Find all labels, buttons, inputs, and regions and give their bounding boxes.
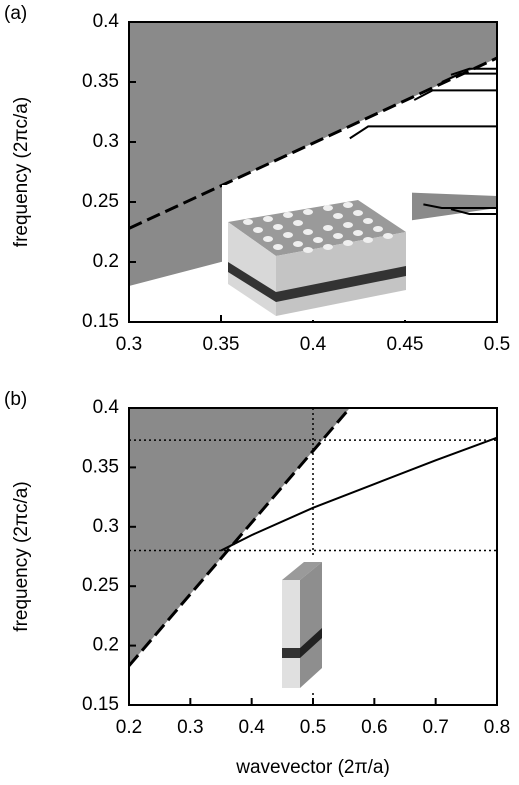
series-line (450, 208, 497, 215)
y-tick-label: 0.4 (93, 397, 120, 418)
x-tick-label: 0.7 (422, 717, 448, 738)
holes (243, 202, 393, 253)
y-tick-label: 0.15 (82, 694, 119, 715)
series-line (423, 203, 497, 209)
waveguide-front (282, 580, 300, 688)
x-axis-label: wavevector (2π/a) (235, 757, 390, 778)
y-tick-label: 0.15 (82, 311, 119, 332)
y-tick-label: 0.2 (93, 635, 119, 656)
panel-label: (a) (4, 3, 27, 24)
region (129, 22, 497, 229)
waveguide-inset (276, 556, 328, 690)
x-tick-label: 0.3 (177, 717, 203, 738)
panel-label: (b) (4, 389, 27, 410)
waveguide-top (282, 562, 322, 580)
series-line (349, 125, 497, 140)
waveguide-core-side (300, 628, 322, 658)
x-tick-label: 0.45 (387, 334, 424, 355)
x-tick-label: 0.5 (484, 334, 510, 355)
waveguide-core (282, 648, 300, 658)
y-axis-label: frequency (2πc/a) (11, 481, 32, 631)
y-tick-label: 0.3 (93, 516, 119, 537)
series-line (220, 436, 497, 552)
y-tick-label: 0.4 (93, 11, 120, 32)
slab-core-side (276, 266, 406, 302)
series-line (129, 56, 497, 230)
waveguide-side (300, 562, 322, 688)
series-line (450, 67, 497, 76)
x-tick-label: 0.8 (484, 717, 510, 738)
series-line (129, 408, 351, 667)
x-tick-label: 0.35 (203, 334, 240, 355)
y-tick-label: 0.35 (82, 456, 119, 477)
y-tick-label: 0.2 (93, 251, 119, 272)
x-tick-label: 0.4 (300, 334, 327, 355)
y-tick-label: 0.3 (93, 131, 119, 152)
series-line (441, 72, 497, 83)
x-tick-label: 0.4 (238, 717, 265, 738)
slab-core-front (228, 262, 276, 302)
x-tick-label: 0.5 (300, 717, 326, 738)
y-axis-label: frequency (2πc/a) (11, 97, 32, 247)
crystal-inset (222, 185, 412, 320)
y-tick-label: 0.35 (82, 71, 119, 92)
y-tick-label: 0.25 (82, 191, 119, 212)
plot-area (129, 408, 497, 705)
x-tick-label: 0.3 (116, 334, 142, 355)
y-tick-label: 0.25 (82, 575, 119, 596)
series-line (413, 89, 497, 101)
x-tick-label: 0.2 (116, 717, 142, 738)
x-tick-label: 0.6 (361, 717, 387, 738)
